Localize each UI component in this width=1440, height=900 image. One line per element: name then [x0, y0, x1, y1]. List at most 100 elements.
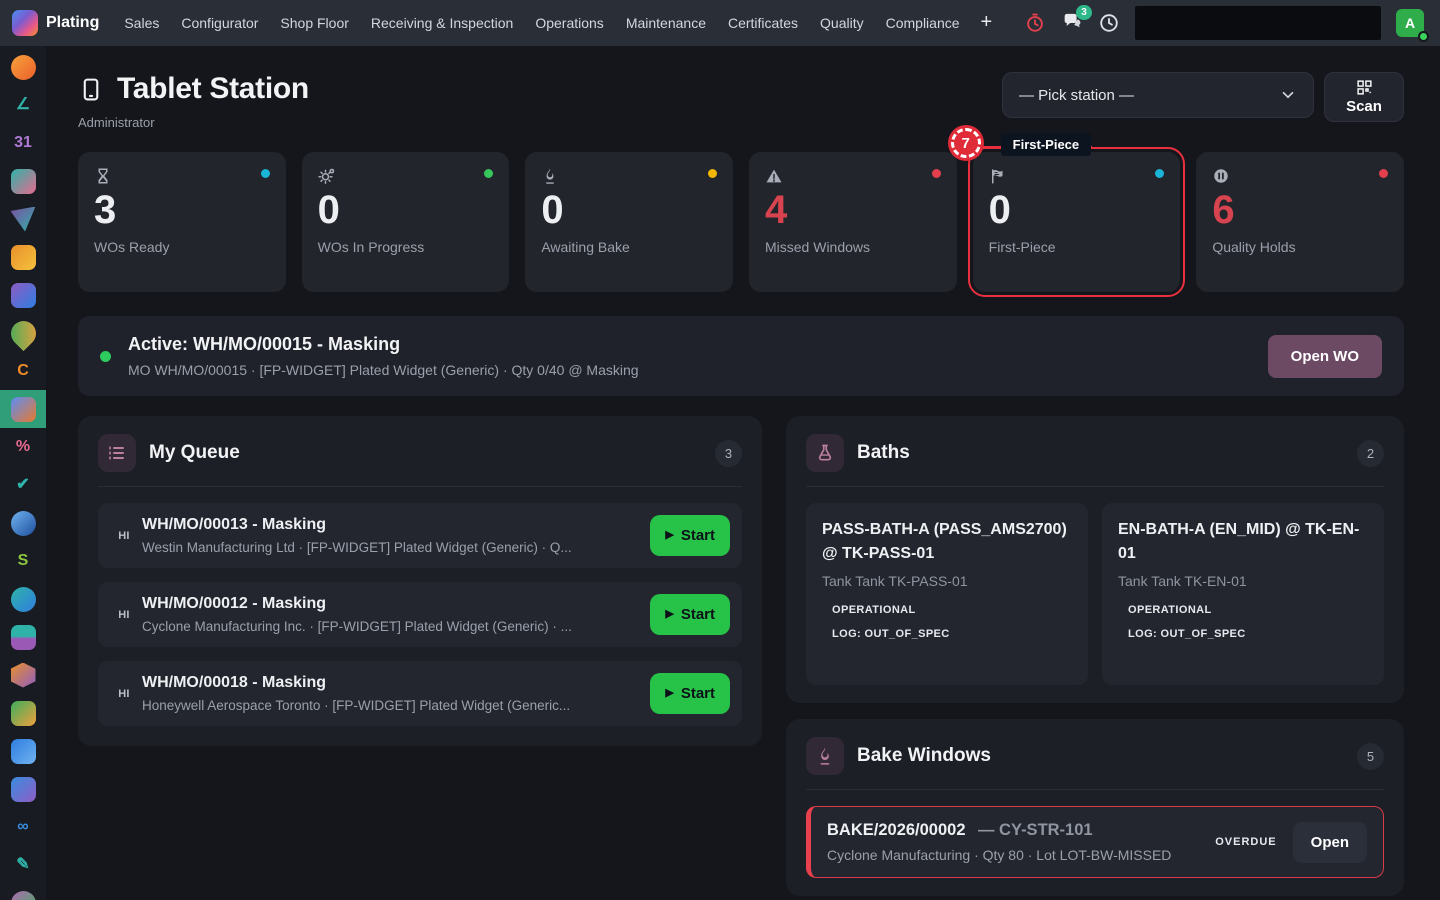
bake-count-badge: 5 — [1357, 742, 1384, 770]
bake-windows-panel: Bake Windows 5 BAKE/2026/00002 — CY-STR-… — [786, 719, 1404, 896]
messages-icon[interactable]: 3 — [1061, 5, 1092, 34]
apps-sidebar: ∠ 31 C% ✔ S ∞ ✎ — [0, 46, 46, 900]
queue-item[interactable]: HI WH/MO/00018 - Masking Honeywell Aeros… — [98, 661, 742, 726]
sidebar-app-map-pin[interactable] — [0, 314, 46, 352]
bar-chart-icon — [10, 244, 36, 270]
stat-card-missed-windows[interactable]: 4 Missed Windows — [749, 152, 957, 292]
active-wo-subtitle: MO WH/MO/00015 · [FP-WIDGET] Plated Widg… — [128, 362, 639, 378]
sidebar-app-letter-c[interactable]: C — [0, 352, 46, 390]
sidebar-app-send-arrow[interactable] — [0, 200, 46, 238]
app-brand[interactable]: Plating — [12, 10, 99, 36]
bath-card[interactable]: PASS-BATH-A (PASS_AMS2700) @ TK-PASS-01 … — [806, 503, 1088, 685]
nav-item-sales[interactable]: Sales — [124, 15, 160, 31]
stat-card-awaiting-bake[interactable]: 0 Awaiting Bake — [525, 152, 733, 292]
nav-item-configurator[interactable]: Configurator — [181, 15, 259, 31]
stat-card-wos-ready[interactable]: 3 WOs Ready — [78, 152, 286, 292]
sidebar-app-globe[interactable] — [0, 580, 46, 618]
nav-item-quality[interactable]: Quality — [820, 15, 864, 31]
timer-icon[interactable] — [1024, 12, 1046, 34]
stat-card-wos-in-progress[interactable]: 0 WOs In Progress — [301, 152, 510, 292]
sidebar-app-dot-app[interactable] — [0, 884, 46, 900]
open-wo-button[interactable]: Open WO — [1267, 334, 1382, 378]
bath-log: LOG: OUT_OF_SPEC — [832, 628, 950, 640]
app-grid-icon — [10, 282, 36, 308]
priority-badge: HI — [118, 529, 130, 542]
start-button[interactable]: ▶ Start — [650, 515, 730, 556]
station-select[interactable]: — Pick station — — [1002, 72, 1314, 118]
sidebar-app-contact-card[interactable] — [0, 162, 46, 200]
sidebar-app-discuss-bubble[interactable] — [0, 48, 46, 86]
nav-item-shop-floor[interactable]: Shop Floor — [280, 15, 349, 31]
qr-code-icon — [1356, 80, 1372, 95]
sidebar-app-plating-app[interactable] — [0, 390, 46, 428]
stat-value: 0 — [541, 188, 563, 232]
map-pin-icon — [5, 315, 41, 351]
stat-label: WOs Ready — [94, 239, 170, 255]
sidebar-app-percent[interactable]: % — [0, 428, 46, 466]
queue-item-title: WH/MO/00013 - Masking — [142, 516, 327, 533]
annotation-label: First-Piece — [1000, 133, 1092, 156]
messages-badge: 3 — [1076, 5, 1092, 20]
page-title: Tablet Station — [78, 72, 309, 106]
contact-card-icon — [10, 168, 36, 194]
status-dot — [931, 169, 941, 178]
queue-item[interactable]: HI WH/MO/00012 - Masking Cyclone Manufac… — [98, 582, 742, 647]
sidebar-app-letter-s[interactable]: S — [0, 542, 46, 580]
queue-count-badge: 3 — [715, 439, 742, 467]
sidebar-app-hexagon[interactable] — [0, 656, 46, 694]
stat-value: 3 — [94, 188, 116, 232]
status-dot — [708, 169, 717, 178]
station-select-value: — Pick station — — [1019, 86, 1135, 104]
start-button[interactable]: ▶ Start — [650, 673, 730, 714]
stat-label: Missed Windows — [765, 239, 871, 255]
nav-item-certificates[interactable]: Certificates — [727, 15, 799, 31]
sidebar-app-layers[interactable] — [0, 618, 46, 656]
topbar-search-box[interactable] — [1135, 6, 1381, 40]
sidebar-app-pencil-line[interactable]: ∠ — [0, 86, 46, 124]
bath-subtitle: Tank Tank TK-PASS-01 — [822, 573, 968, 589]
sidebar-app-presentation[interactable] — [0, 732, 46, 770]
pencil-line-icon: ∠ — [15, 96, 31, 113]
user-menu[interactable]: A — [1396, 9, 1429, 42]
annotation-number-badge: 7 — [950, 128, 981, 158]
sidebar-app-calendar-31[interactable]: 31 — [0, 124, 46, 162]
sidebar-app-app-grid[interactable] — [0, 276, 46, 314]
nav-item-compliance[interactable]: Compliance — [885, 15, 960, 31]
nav-item-receiving-inspection[interactable]: Receiving & Inspection — [370, 15, 514, 31]
bake-window-item[interactable]: BAKE/2026/00002 — CY-STR-101 Cyclone Man… — [806, 806, 1384, 878]
sidebar-app-double-check[interactable]: ✔ — [0, 466, 46, 504]
nav-item-maintenance[interactable]: Maintenance — [625, 15, 706, 31]
kpi-cards-row: 3 WOs Ready 0 WOs In Progress — [78, 128, 1404, 297]
stat-value: 6 — [1212, 188, 1234, 232]
tablet-icon — [83, 78, 99, 100]
start-button[interactable]: ▶ Start — [650, 594, 730, 635]
chevron-down-icon — [1282, 91, 1294, 99]
sidebar-app-chain-links[interactable]: ∞ — [0, 808, 46, 846]
presence-dot — [1418, 31, 1429, 42]
panel-title: Baths — [857, 442, 910, 463]
activity-clock-icon[interactable] — [1098, 12, 1120, 34]
status-dot — [484, 169, 494, 178]
my-queue-panel: My Queue 3 HI WH/MO/00013 - Masking West… — [78, 416, 762, 746]
nav-item-operations[interactable]: Operations — [535, 15, 604, 31]
main-content: Tablet Station Administrator — Pick stat… — [46, 46, 1440, 896]
sidebar-app-zoom-shapes[interactable] — [0, 770, 46, 808]
bath-card[interactable]: EN-BATH-A (EN_MID) @ TK-EN-01 Tank Tank … — [1102, 503, 1384, 685]
flag-icon — [989, 167, 1007, 185]
stat-card-quality-holds[interactable]: 6 Quality Holds — [1196, 152, 1404, 292]
bath-log: LOG: OUT_OF_SPEC — [1128, 628, 1246, 640]
sidebar-app-clock-app[interactable] — [0, 504, 46, 542]
baths-panel: Baths 2 PASS-BATH-A (PASS_AMS2700) @ TK-… — [786, 416, 1404, 703]
sidebar-app-signature[interactable]: ✎ — [0, 846, 46, 884]
presentation-icon — [10, 738, 36, 764]
plating-app-icon — [10, 396, 36, 422]
sidebar-app-bar-chart[interactable] — [0, 238, 46, 276]
bath-status: OPERATIONAL — [832, 604, 916, 616]
open-bake-button[interactable]: Open — [1292, 821, 1367, 863]
queue-item[interactable]: HI WH/MO/00013 - Masking Westin Manufact… — [98, 503, 742, 568]
stat-card-first-piece[interactable]: 7 First-Piece 0 First-Piece — [950, 128, 1186, 297]
gears-icon — [318, 167, 336, 185]
sidebar-app-ramp-chart[interactable] — [0, 694, 46, 732]
scan-button[interactable]: Scan — [1324, 72, 1404, 122]
plus-icon[interactable]: + — [980, 10, 993, 33]
